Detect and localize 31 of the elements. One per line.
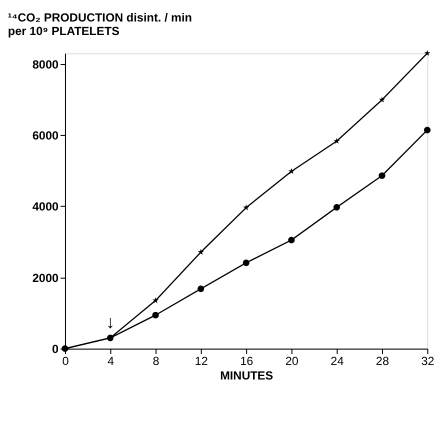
x-tick-label: 20	[285, 354, 299, 368]
y-axis-title: ¹⁴CO₂ PRODUCTION disint. / min per 10⁹ PLATELETS	[8, 10, 192, 38]
point	[198, 248, 204, 255]
annotation: ↓	[106, 312, 115, 332]
x-tick-label: 12	[194, 354, 208, 368]
point	[424, 50, 430, 56]
point	[242, 260, 250, 266]
x-tick-label: 16	[240, 354, 254, 368]
point	[198, 286, 204, 292]
point	[288, 236, 295, 244]
point	[288, 168, 295, 174]
point	[378, 96, 386, 103]
x-tick-label: 24	[330, 354, 344, 368]
y-tick-label: 8000	[32, 57, 60, 72]
x-tick-label: 8	[152, 354, 160, 368]
point	[424, 126, 431, 134]
point	[152, 312, 159, 318]
y-tick-label: 2000	[32, 270, 60, 285]
point	[243, 204, 250, 210]
x-axis-title: MINUTES	[220, 368, 274, 383]
point	[333, 204, 340, 211]
y-tick-label: 0	[52, 342, 60, 356]
x-tick-label: 4	[107, 354, 114, 368]
point	[378, 172, 386, 179]
point	[334, 138, 340, 144]
x-tick-label: 0	[62, 354, 70, 368]
x-tick-label: 28	[376, 354, 390, 368]
point	[152, 297, 159, 304]
x-tick-label: 32	[421, 354, 434, 368]
y-tick-label: 4000	[32, 200, 60, 214]
y-tick-label: 6000	[32, 128, 60, 142]
